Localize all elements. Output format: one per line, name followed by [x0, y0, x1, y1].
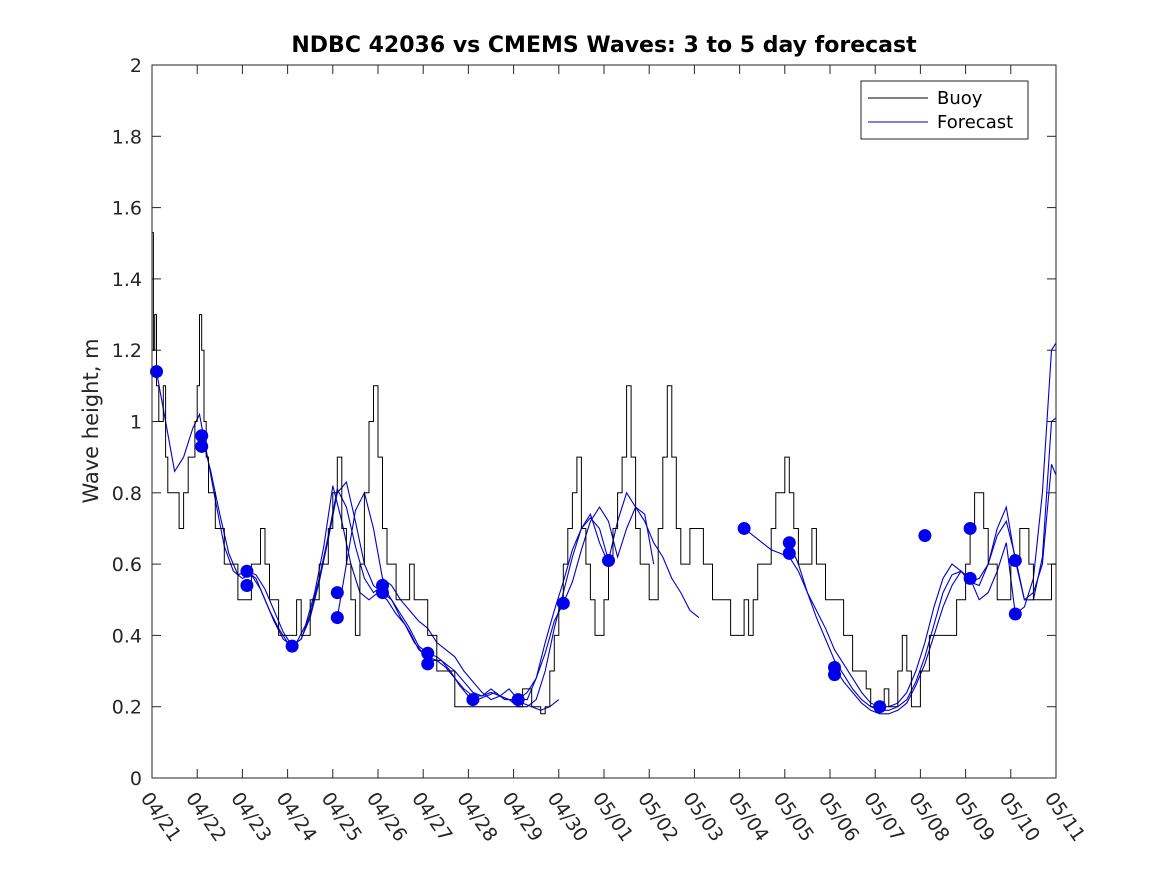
y-axis-label: Wave height, m	[79, 338, 103, 503]
forecast-start-marker	[421, 657, 435, 671]
y-tick-label: 2	[130, 55, 142, 77]
forecast-start-marker	[1008, 554, 1022, 568]
forecast-line	[834, 342, 1057, 715]
legend-box	[860, 80, 1029, 140]
chart-title: NDBC 42036 vs CMEMS Waves: 3 to 5 day fo…	[291, 33, 917, 58]
legend: Buoy Forecast	[860, 80, 1029, 140]
x-tick-label: 05/08	[904, 788, 953, 845]
forecast-start-marker	[556, 596, 570, 610]
x-tick-label: 05/11	[1040, 788, 1089, 845]
forecast-start-marker	[330, 611, 344, 625]
forecast-start-marker	[737, 521, 751, 535]
x-tick-label: 05/06	[814, 788, 863, 845]
x-tick-label: 05/04	[724, 788, 773, 845]
forecast-start-marker	[963, 521, 977, 535]
y-tick-label: 1.6	[112, 198, 142, 220]
x-tick-label: 04/27	[407, 788, 456, 845]
forecast-start-marker	[602, 554, 616, 568]
x-tick-label: 05/02	[633, 788, 682, 845]
legend-forecast-label: Forecast	[937, 112, 1013, 133]
forecast-start-marker	[421, 646, 435, 660]
forecast-start-marker	[195, 439, 209, 453]
forecast-start-marker	[240, 564, 254, 578]
y-tick-label: 1.4	[112, 269, 142, 291]
series-layer	[152, 232, 1057, 715]
x-tick-label: 04/28	[452, 788, 501, 845]
x-tick-label: 05/03	[678, 788, 727, 845]
y-tick-label: 1.8	[112, 126, 142, 148]
x-tick-label: 04/22	[181, 788, 230, 845]
y-tick-label: 1	[130, 412, 142, 434]
forecast-start-marker	[240, 578, 254, 592]
forecast-start-marker	[376, 586, 390, 600]
x-tick-label: 04/21	[136, 788, 185, 845]
y-tick-label: 0.2	[112, 697, 142, 719]
y-tick-label: 0.8	[112, 483, 142, 505]
x-tick-label: 04/24	[272, 788, 321, 845]
x-tick-label: 05/10	[995, 788, 1044, 845]
x-tick-label: 04/23	[226, 788, 275, 845]
x-tick-label: 05/05	[769, 788, 818, 845]
forecast-start-marker	[963, 571, 977, 585]
x-tick-label: 04/26	[362, 788, 411, 845]
forecast-start-marker	[195, 429, 209, 443]
x-tick-label: 04/29	[498, 788, 547, 845]
x-tick-label: 05/01	[588, 788, 637, 845]
plot-area	[152, 65, 1056, 778]
forecast-start-marker	[150, 365, 164, 379]
y-tick-label: 0.4	[112, 625, 142, 647]
x-tick-label: 05/07	[859, 788, 908, 845]
x-tick-label: 04/30	[543, 788, 592, 845]
forecast-start-marker	[918, 529, 932, 543]
forecast-start-marker	[782, 546, 796, 560]
forecast-start-marker	[1008, 607, 1022, 621]
forecast-start-marker	[511, 693, 525, 707]
forecast-start-marker	[285, 639, 299, 653]
marker-layer	[150, 365, 1022, 714]
x-tick-label: 05/09	[950, 788, 999, 845]
forecast-start-marker	[782, 536, 796, 550]
forecast-start-marker	[466, 693, 480, 707]
plot-frame	[151, 64, 1057, 779]
forecast-line	[201, 435, 610, 708]
y-tick-label: 0.6	[112, 554, 142, 576]
x-tick-label: 04/25	[317, 788, 366, 845]
forecast-line	[743, 464, 1057, 708]
legend-buoy-label: Buoy	[937, 88, 983, 109]
forecast-start-marker	[873, 700, 887, 714]
buoy-line	[152, 232, 1056, 715]
forecast-line	[155, 371, 560, 711]
y-tick-label: 1.2	[112, 340, 142, 362]
y-tick-label: 0	[130, 768, 142, 790]
forecast-start-marker	[330, 586, 344, 600]
forecast-start-marker	[828, 668, 842, 682]
